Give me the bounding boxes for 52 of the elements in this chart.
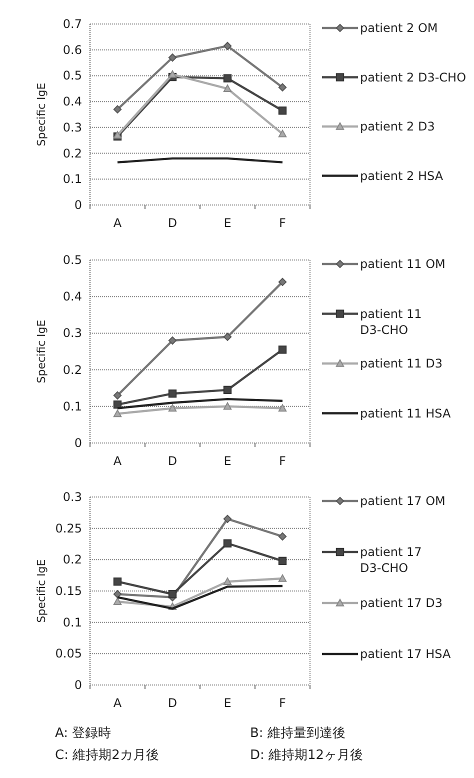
y-tick-label: 0.05 [55,646,82,661]
y-tick-label: 0.15 [55,584,82,598]
x-tick-label: F [279,454,286,468]
x-tick-label: D [168,216,178,230]
legend-label: patient 11 D3-CHO [360,306,422,337]
legend-label: patient 11 D3 [360,356,442,370]
text: D: 維持期12ヶ月後 [250,748,364,763]
y-tick-label: 0.2 [62,552,82,567]
y-tick-label: 0.1 [62,399,82,414]
x-tick-label: E [224,216,232,230]
x-tick-label: F [279,696,286,710]
y-tick-label: 0 [74,678,82,692]
y-tick-label: 0 [74,436,82,450]
legend-label: patient 17 D3 [360,596,442,610]
legend-label: patient 11 OM [360,257,446,271]
legend-label: patient 2 D3 [360,120,435,134]
x-tick-label: A [113,216,122,230]
legend-label: patient 2 OM [360,21,438,35]
y-tick-label: 0.5 [62,253,82,267]
y-tick-label: 0.1 [62,172,82,186]
x-tick-label: F [279,216,286,230]
y-tick-label: 0.3 [62,120,82,134]
y-axis-title: Specific IgE [35,320,48,384]
y-tick-label: 0.5 [62,68,82,83]
x-tick-label: D [168,696,178,710]
y-tick-label: 0.3 [62,326,82,340]
text: A: 登録時 [55,726,112,741]
legend-label: patient 17 D3-CHO [360,545,422,575]
x-tick-label: A [113,696,122,710]
y-tick-label: 0.1 [62,615,82,630]
y-tick-label: 0.7 [62,17,82,31]
x-tick-label: E [224,454,232,468]
legend-label: patient 2 HSA [360,168,444,183]
x-tick-label: D [168,454,178,468]
y-axis-title: Specific IgE [35,82,48,146]
y-tick-label: 0.3 [62,490,82,504]
y-tick-label: 0.25 [55,521,82,536]
y-axis-title: Specific IgE [35,559,48,623]
legend-label: patient 17 HSA [360,647,452,661]
x-tick-label: A [113,454,122,468]
y-tick-label: 0.6 [62,42,82,57]
legend-label: patient 2 D3-CHO [360,70,466,84]
text: C: 維持期2カ月後 [55,748,159,763]
y-tick-label: 0.2 [62,362,82,377]
legend-label: patient 11 HSA [360,406,452,420]
y-tick-label: 0.4 [62,94,82,109]
y-tick-label: 0 [74,198,82,212]
y-tick-label: 0.2 [62,146,82,160]
y-tick-label: 0.4 [62,290,82,304]
legend-label: patient 17 OM [360,494,446,508]
text: B: 維持量到達後 [250,726,346,741]
x-tick-label: E [224,696,232,710]
